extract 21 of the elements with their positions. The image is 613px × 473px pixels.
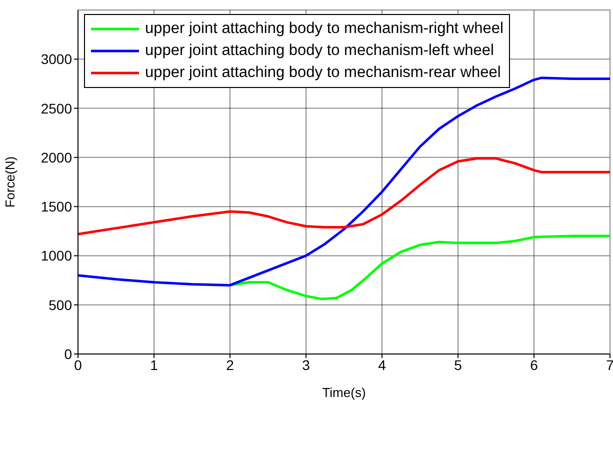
y-tick-label: 0 [64,346,72,362]
legend-label: upper joint attaching body to mechanism-rear wheel [145,64,501,82]
x-tick-label: 7 [606,356,613,373]
x-tick-label: 4 [378,356,386,373]
x-tick-label: 0 [74,356,82,373]
x-tick-label: 6 [530,356,538,373]
y-tick-label: 1500 [40,198,72,215]
x-axis-title: Time(s) [322,385,366,400]
y-tick-label: 3000 [40,51,72,68]
y-tick-label: 2500 [40,100,72,116]
y-tick-label: 2000 [40,149,72,166]
x-tick-label: 2 [226,356,234,373]
x-tick-label: 1 [150,356,158,373]
line-series [228,234,610,300]
x-tick-label: 5 [454,356,462,373]
y-tick-label: 1000 [40,248,72,264]
y-tick-label: 500 [48,296,72,313]
y-axis-title: Force(N) [2,156,18,208]
legend-label: upper joint attaching body to mechanism-left wheel [145,42,494,60]
x-tick-label: 3 [302,356,310,373]
legend-label: upper joint attaching body to mechanism-right wheel [145,20,504,38]
